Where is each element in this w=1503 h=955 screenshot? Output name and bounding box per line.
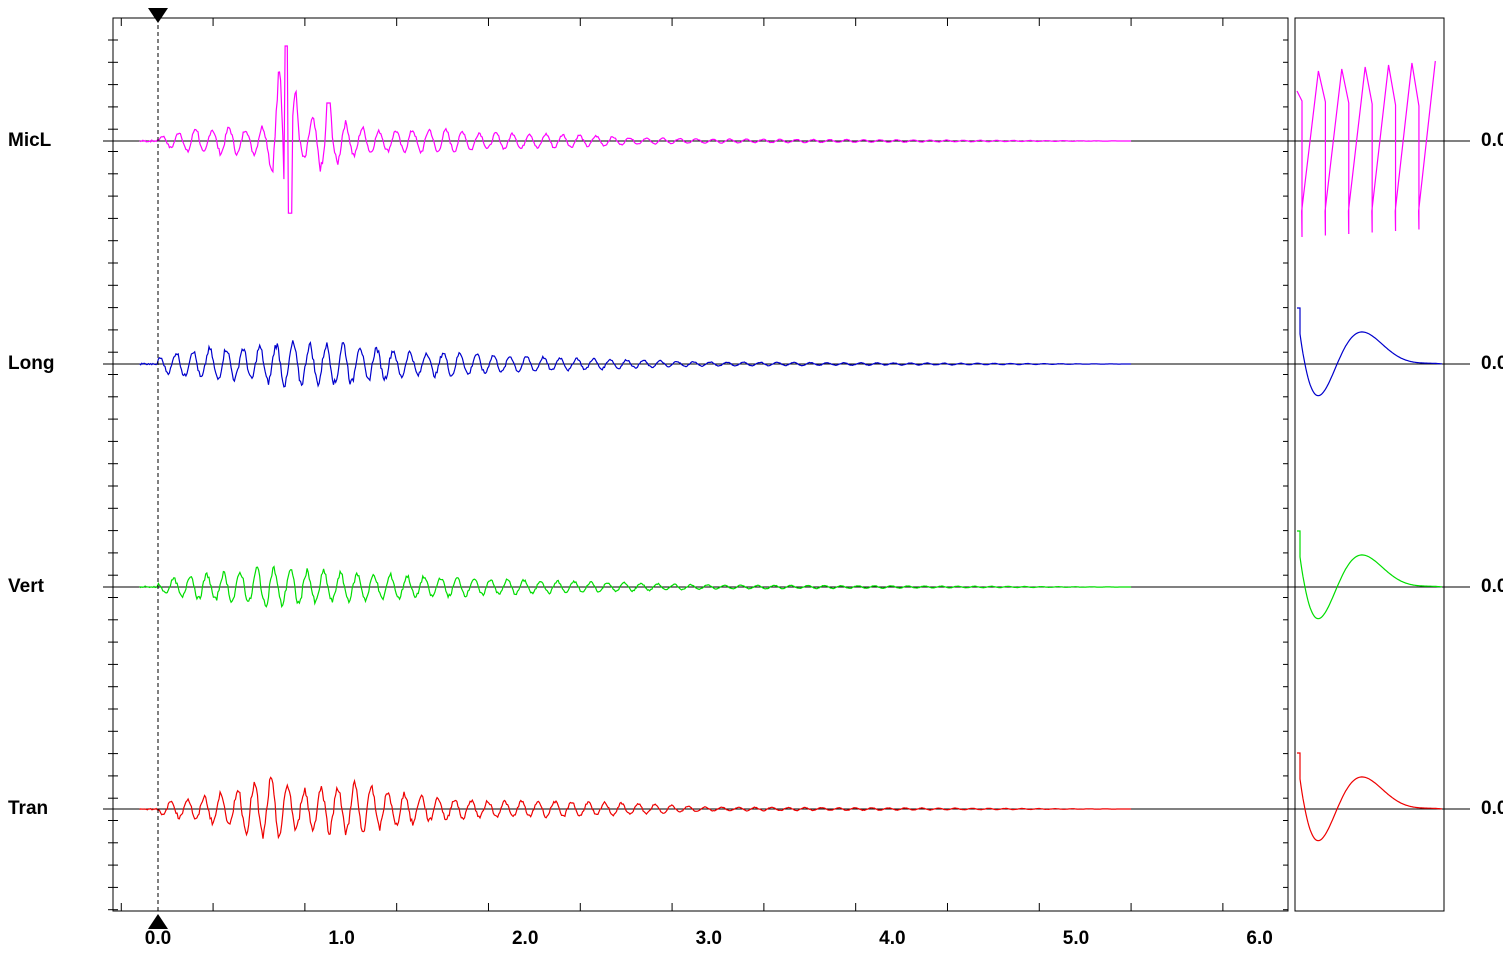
channel-value-vert: 0.0: [1481, 576, 1503, 597]
channel-value-tran: 0.0: [1481, 798, 1503, 819]
x-tick-label: 1.0: [328, 928, 355, 949]
cursor-bottom-marker-icon[interactable]: [148, 914, 168, 929]
x-tick-label: 3.0: [695, 928, 723, 949]
channel-name-long: Long: [8, 353, 55, 374]
axes-layer: [103, 18, 1470, 911]
cursor-top-marker-icon[interactable]: [148, 8, 168, 23]
channel-value-long: 0.0: [1481, 353, 1503, 374]
series-line-micl: [139, 45, 1132, 214]
x-tick-label: 6.0: [1246, 928, 1273, 949]
series-line-vert: [139, 565, 1132, 609]
series-line-long: [139, 340, 1132, 388]
side-trace-tran: [1297, 752, 1443, 842]
channel-name-tran: Tran: [8, 798, 49, 819]
channel-name-vert: Vert: [8, 576, 44, 597]
x-tick-label: 2.0: [511, 928, 539, 949]
side-panel-frame: [1294, 17, 1445, 912]
main-plot-frame: [112, 17, 1289, 912]
channel-name-micl: MicL: [8, 130, 52, 151]
series-layer: [139, 45, 1132, 840]
side-trace-micl: [1296, 60, 1436, 238]
x-tick-label: 4.0: [879, 928, 906, 949]
channel-value-micl: 0.0: [1481, 130, 1503, 151]
x-tick-label: 5.0: [1062, 928, 1090, 949]
series-line-tran: [139, 776, 1132, 840]
side-trace-long: [1297, 307, 1443, 397]
side-trace-vert: [1297, 530, 1443, 620]
x-tick-label: 0.0: [144, 928, 172, 949]
side-panel-layer: [1296, 60, 1443, 842]
